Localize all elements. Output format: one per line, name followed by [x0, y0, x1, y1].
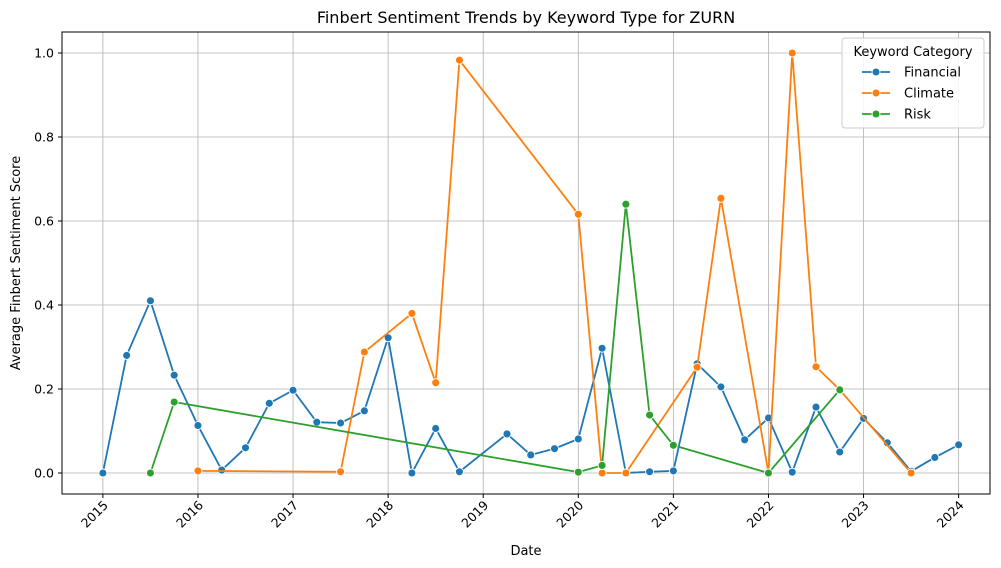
y-tick-label: 0.4 [34, 298, 54, 313]
legend-label: Climate [904, 87, 954, 102]
data-point-financial [193, 421, 203, 430]
data-point-risk [145, 468, 155, 478]
data-point-financial [668, 466, 678, 476]
data-point-financial [454, 467, 464, 477]
legend: Keyword Category Financial Climate Risk [841, 37, 985, 129]
series-climate [193, 48, 916, 478]
data-point-financial [930, 453, 940, 462]
series-risk [145, 199, 845, 478]
data-point-financial [145, 296, 155, 306]
data-point-financial [98, 468, 108, 478]
data-point-risk [764, 468, 773, 478]
data-point-financial [312, 417, 322, 427]
data-point-risk [835, 385, 845, 395]
data-point-risk [597, 460, 607, 470]
data-point-financial [336, 418, 346, 428]
y-tick-label: 0.2 [34, 382, 54, 397]
data-point-risk [169, 397, 179, 407]
data-point-financial [811, 402, 821, 412]
data-point-financial [787, 467, 797, 477]
data-point-climate [811, 362, 821, 372]
data-point-climate [431, 378, 441, 388]
data-point-financial [169, 370, 179, 380]
series-line-financial [102, 299, 960, 474]
data-point-climate [787, 48, 797, 58]
data-point-financial [645, 467, 655, 477]
data-point-financial [550, 444, 559, 454]
y-tick-label: 0.8 [34, 130, 54, 145]
chart-title: Finbert Sentiment Trends by Keyword Type… [317, 8, 735, 27]
data-point-financial [597, 343, 607, 353]
data-point-climate [716, 193, 726, 203]
data-point-climate [692, 362, 702, 372]
x-axis-label: Date [510, 544, 541, 559]
data-point-financial [264, 398, 274, 408]
legend-swatch-marker [871, 88, 881, 98]
series-line-climate [197, 52, 912, 474]
data-point-financial [954, 440, 964, 450]
data-point-financial [288, 385, 298, 395]
data-point-financial [359, 406, 369, 416]
y-axis-label: Average Finbert Sentiment Score [9, 156, 24, 370]
data-point-climate [193, 466, 203, 476]
legend-item-financial: Financial [862, 66, 961, 81]
data-point-financial [882, 438, 892, 448]
legend-title: Keyword Category [853, 45, 972, 60]
data-point-financial [526, 450, 536, 460]
data-point-financial [122, 350, 132, 360]
legend-label: Risk [904, 108, 931, 123]
data-point-climate [597, 468, 607, 478]
legend-swatch-marker [871, 67, 881, 77]
legend-item-risk: Risk [862, 108, 931, 123]
data-point-financial [835, 447, 845, 457]
plot-frame [61, 31, 991, 495]
data-point-climate [621, 468, 631, 478]
y-tick-label: 1.0 [34, 46, 54, 61]
data-point-climate [407, 308, 417, 318]
y-axis-ticks: 0.0 0.2 0.4 0.6 0.8 1.0 [34, 46, 62, 481]
data-point-financial [740, 435, 750, 445]
y-tick-label: 0.6 [34, 214, 54, 229]
data-point-risk [621, 199, 631, 209]
legend-item-climate: Climate [862, 87, 954, 102]
data-point-risk [668, 440, 678, 450]
data-point-financial [407, 468, 417, 478]
data-point-financial [217, 465, 227, 475]
y-tick-label: 0.0 [34, 466, 54, 481]
legend-label: Financial [904, 66, 961, 81]
data-point-climate [359, 347, 369, 357]
legend-box [841, 37, 985, 129]
data-point-climate [573, 209, 583, 219]
data-point-climate [454, 55, 464, 65]
data-point-financial [573, 434, 583, 444]
data-point-climate [336, 467, 346, 477]
data-point-financial [716, 382, 726, 392]
data-point-climate [906, 468, 916, 478]
data-point-risk [645, 410, 655, 420]
legend-swatch-marker [871, 109, 881, 119]
data-point-financial [431, 424, 441, 433]
data-point-risk [573, 467, 583, 477]
data-point-financial [241, 443, 250, 453]
data-point-financial [502, 429, 512, 439]
plot-series [98, 48, 964, 478]
